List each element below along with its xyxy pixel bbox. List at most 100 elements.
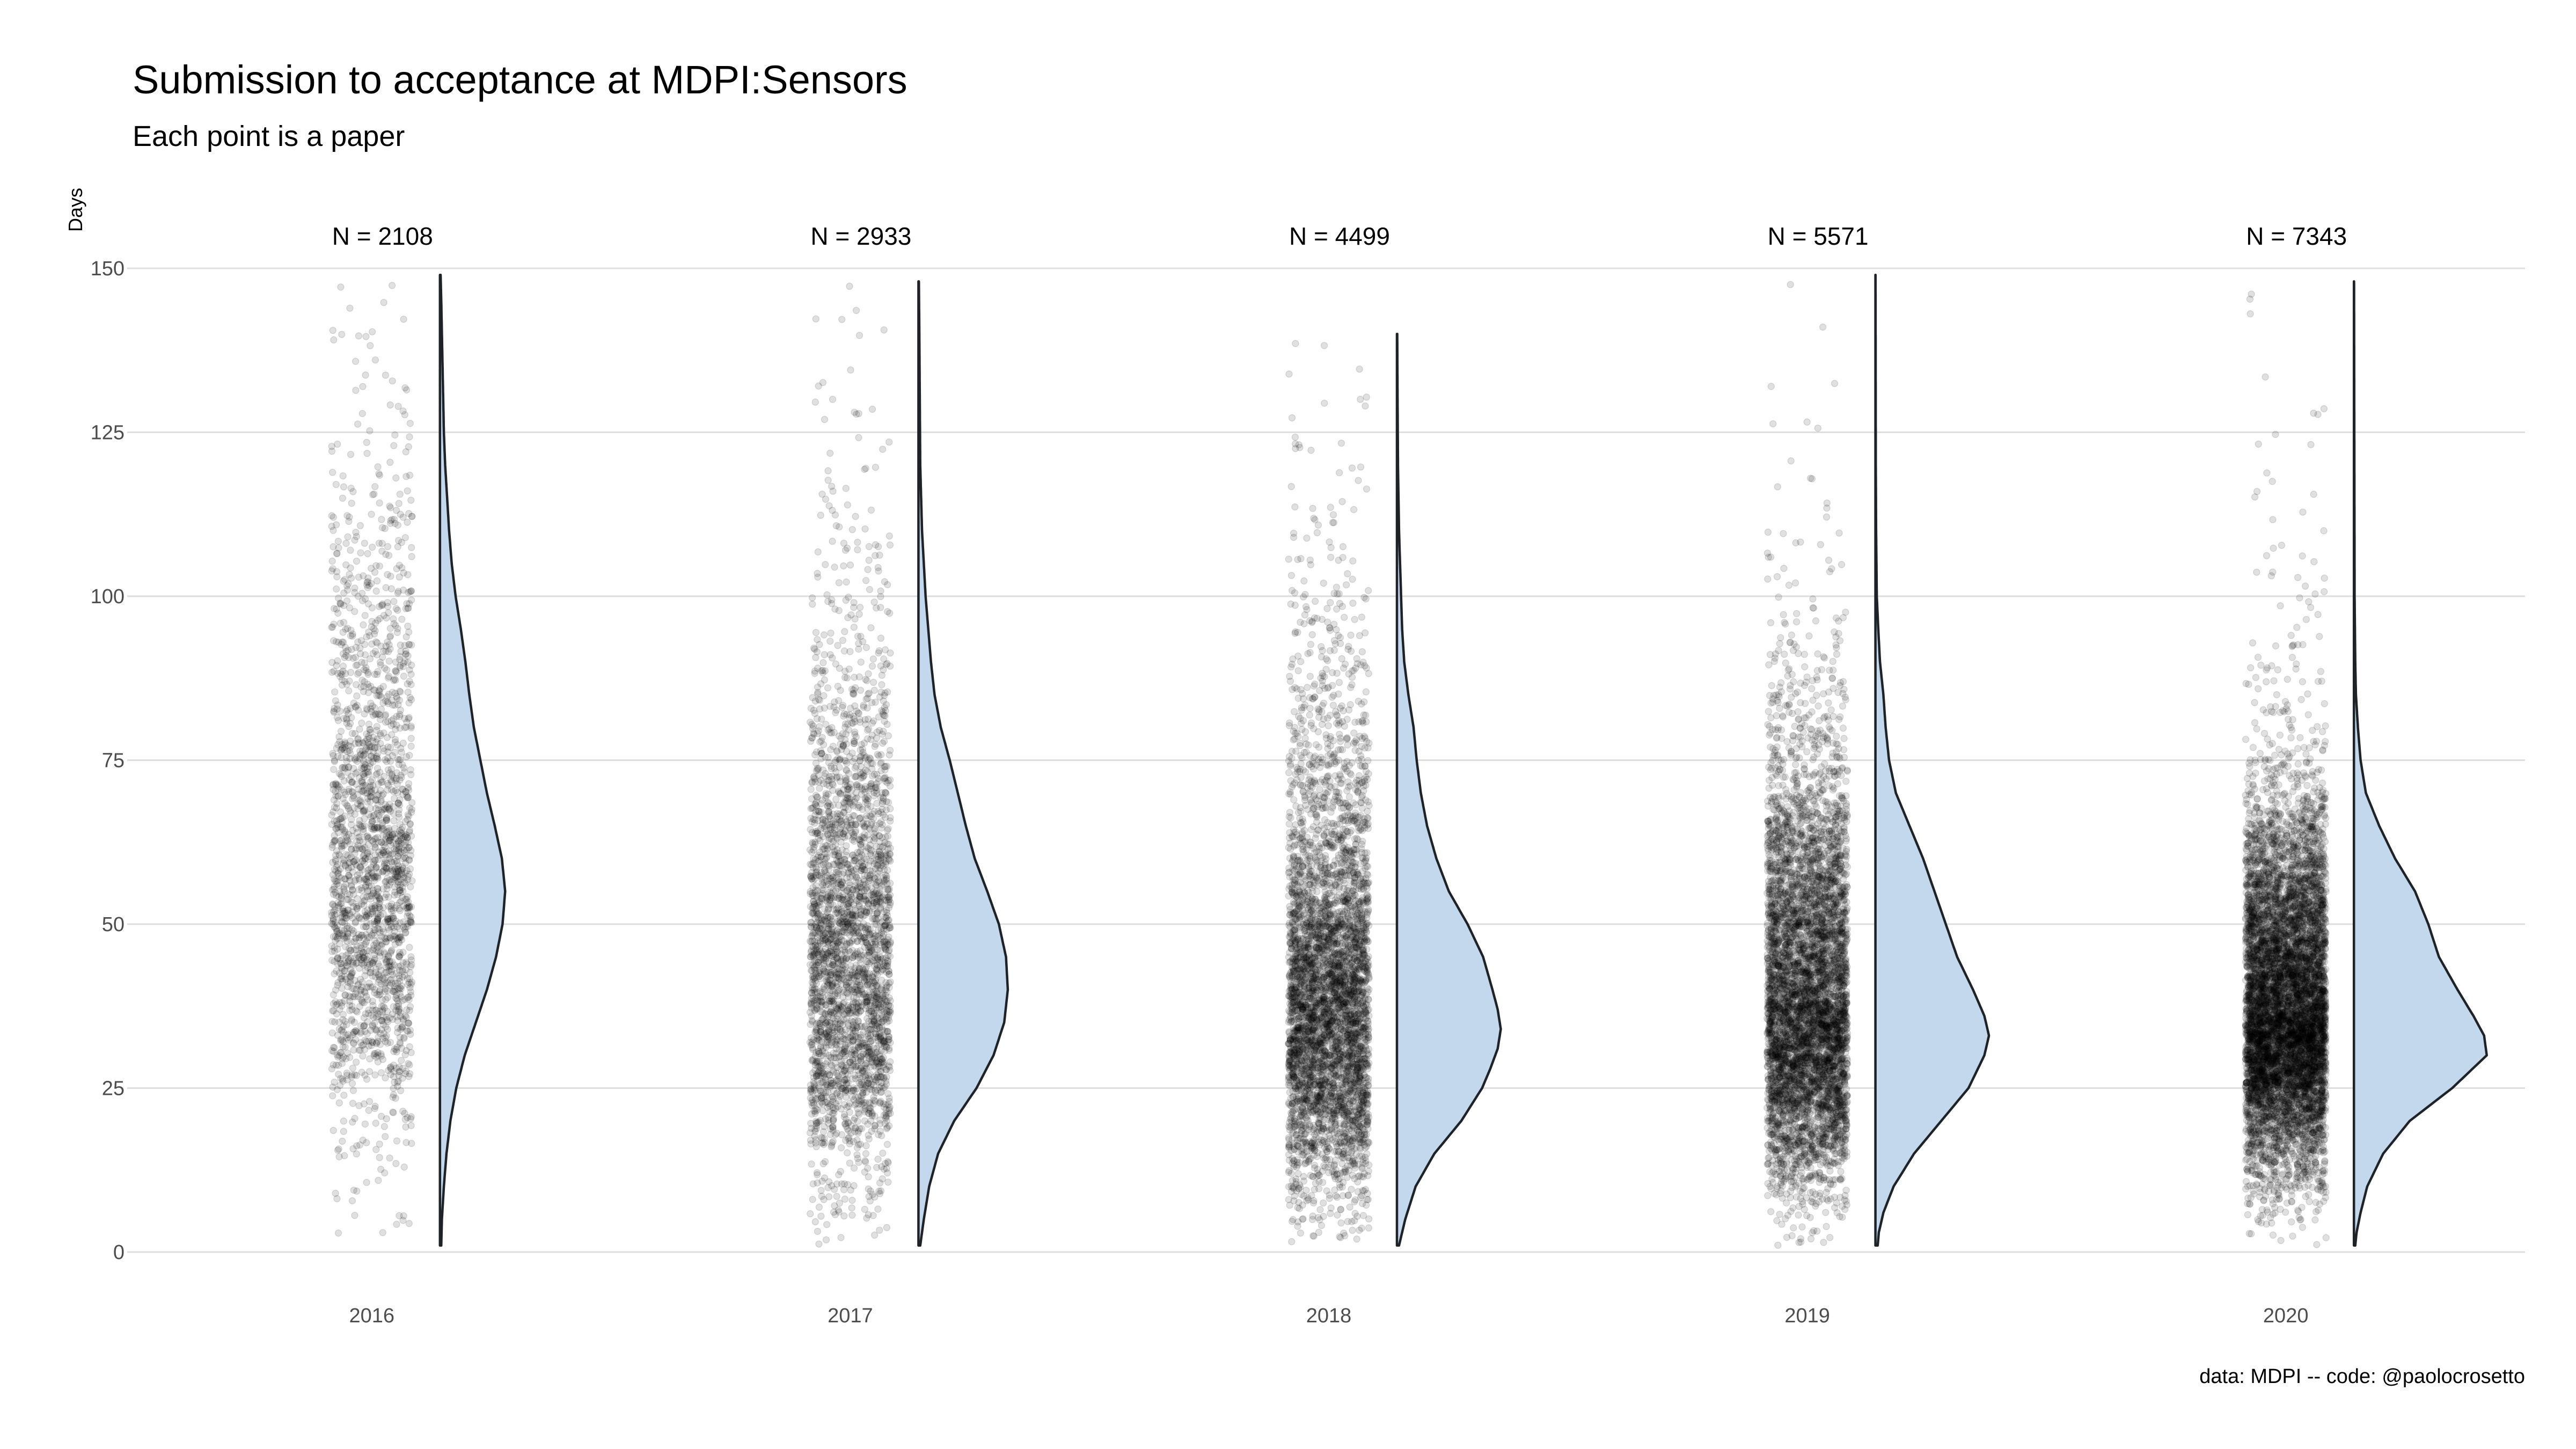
data-point	[818, 1003, 824, 1009]
data-point	[821, 652, 828, 658]
data-point	[361, 1101, 367, 1107]
data-point	[406, 510, 412, 517]
data-point	[817, 706, 823, 712]
data-point	[819, 797, 826, 803]
data-point	[408, 682, 414, 688]
data-point	[344, 706, 350, 713]
data-point	[396, 1008, 402, 1015]
data-point	[863, 1215, 870, 1221]
data-point	[862, 823, 868, 830]
data-point	[859, 1125, 865, 1132]
data-point	[397, 777, 403, 783]
data-point	[819, 990, 825, 996]
data-point	[393, 970, 400, 977]
data-point	[808, 1141, 814, 1147]
data-point	[831, 564, 838, 570]
data-point	[347, 565, 354, 571]
data-point	[389, 282, 396, 289]
data-point	[384, 875, 391, 882]
data-point	[841, 628, 848, 635]
data-point	[867, 851, 874, 857]
data-point	[809, 829, 815, 836]
data-point	[824, 1071, 831, 1077]
data-point	[405, 794, 411, 801]
data-point	[364, 997, 371, 1003]
data-point	[823, 1044, 830, 1050]
data-point	[406, 780, 412, 787]
data-point	[873, 787, 880, 794]
data-point	[402, 818, 409, 825]
data-point	[373, 940, 379, 947]
data-point	[861, 466, 868, 473]
data-point	[855, 646, 862, 653]
data-point	[357, 522, 363, 529]
data-point	[349, 1065, 356, 1071]
data-point	[842, 668, 848, 675]
data-point	[887, 806, 894, 812]
data-point	[858, 659, 864, 665]
data-point	[408, 914, 414, 920]
data-point	[338, 901, 345, 907]
data-point	[885, 733, 891, 739]
data-point	[877, 904, 884, 911]
data-point	[809, 796, 815, 802]
data-point	[372, 1050, 378, 1057]
data-point	[887, 663, 894, 669]
data-point	[859, 852, 865, 858]
data-point	[879, 707, 885, 714]
data-point	[371, 990, 378, 996]
data-point	[384, 698, 391, 705]
data-point	[880, 1150, 886, 1157]
data-point	[832, 709, 839, 716]
data-point	[379, 819, 386, 826]
data-point	[391, 1062, 397, 1069]
data-point	[838, 1145, 845, 1151]
data-point	[340, 764, 346, 771]
data-point	[329, 844, 335, 851]
data-point	[815, 767, 821, 773]
data-point	[396, 500, 402, 507]
data-point	[880, 1101, 887, 1107]
data-point	[866, 949, 873, 956]
data-point	[331, 757, 338, 764]
data-point	[881, 327, 887, 333]
data-point	[391, 442, 397, 449]
data-point	[809, 601, 816, 608]
data-point	[813, 654, 819, 661]
data-point	[846, 889, 853, 895]
data-point	[829, 918, 835, 924]
data-point	[365, 744, 372, 750]
data-point	[821, 692, 827, 699]
data-point	[363, 1139, 370, 1146]
data-point	[332, 1190, 339, 1197]
data-point	[854, 1145, 861, 1151]
data-point	[857, 1081, 863, 1088]
data-point	[378, 1070, 384, 1076]
data-point	[348, 779, 355, 786]
data-point	[397, 663, 404, 669]
data-point	[844, 675, 850, 681]
data-point	[401, 1164, 407, 1170]
data-point	[828, 1080, 835, 1086]
data-point	[829, 824, 835, 830]
data-point	[809, 933, 815, 940]
data-point	[330, 992, 336, 998]
data-point	[833, 796, 839, 802]
data-point	[334, 1032, 341, 1038]
data-point	[334, 706, 340, 712]
data-point	[835, 961, 841, 967]
data-point	[844, 1150, 851, 1156]
data-point	[816, 723, 823, 730]
data-point	[857, 966, 863, 972]
data-point	[356, 870, 363, 876]
data-point	[807, 1009, 814, 1015]
data-point	[827, 1035, 833, 1041]
data-point	[860, 702, 867, 708]
data-point	[376, 711, 382, 717]
data-point	[358, 751, 364, 757]
data-point	[408, 1049, 414, 1056]
data-point	[836, 757, 843, 763]
data-point	[367, 896, 374, 902]
data-point	[825, 467, 831, 474]
